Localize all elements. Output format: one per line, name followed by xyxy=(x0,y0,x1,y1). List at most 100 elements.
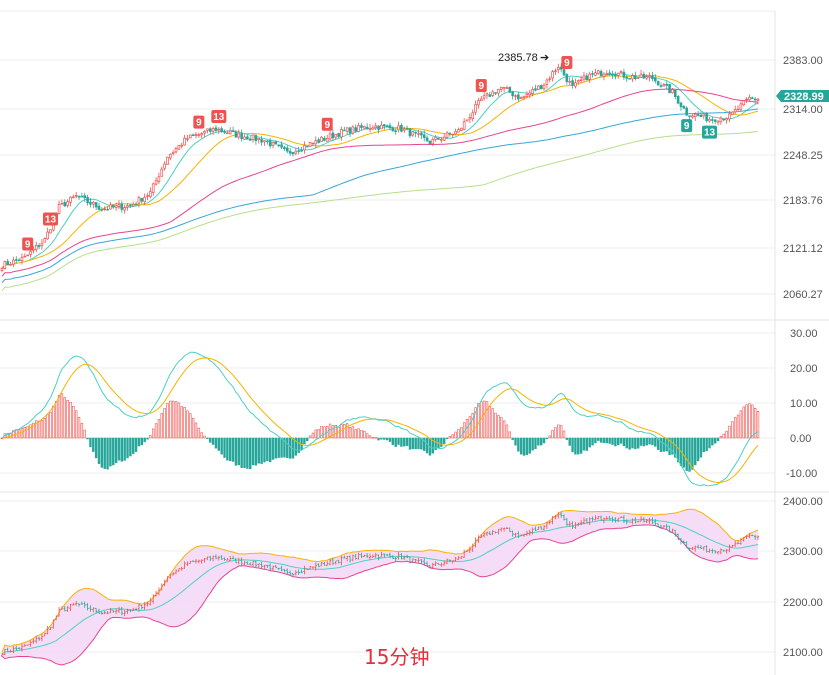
macd-bar xyxy=(343,423,346,439)
candle xyxy=(725,118,728,121)
candle xyxy=(223,130,226,133)
macd-bar xyxy=(109,437,112,467)
macd-bar xyxy=(271,437,275,460)
macd-bar xyxy=(685,437,688,471)
macd-bar xyxy=(608,437,611,444)
candle xyxy=(69,196,72,203)
macd-bar xyxy=(400,437,403,447)
macd-bar xyxy=(448,435,452,439)
candle xyxy=(594,72,597,76)
macd-bar xyxy=(394,437,397,447)
candle xyxy=(602,73,606,77)
candle xyxy=(668,84,671,94)
macd-bar xyxy=(89,437,92,448)
td-marker-label: 9 xyxy=(324,120,330,131)
candle xyxy=(72,196,75,199)
candle xyxy=(425,137,429,142)
macd-bar xyxy=(423,437,426,451)
macd-bar xyxy=(226,437,229,461)
candle xyxy=(642,74,646,79)
macd-bar xyxy=(605,437,609,444)
candle xyxy=(294,150,298,154)
macd-bar xyxy=(651,437,654,446)
candle xyxy=(385,125,389,127)
candle xyxy=(14,259,18,261)
macd-bar xyxy=(303,437,306,445)
macd-bar xyxy=(69,401,72,439)
candle xyxy=(451,133,455,136)
macd-bar xyxy=(751,404,754,439)
high-price-label: 2385.78 xyxy=(498,52,538,64)
macd-bar xyxy=(231,437,235,462)
candle xyxy=(109,204,112,210)
macd-bar xyxy=(539,437,543,446)
macd-bar xyxy=(482,400,486,439)
macd-bar xyxy=(636,437,640,449)
macd-bar xyxy=(35,420,38,439)
candle xyxy=(434,136,437,140)
candle xyxy=(625,76,629,79)
macd-bar xyxy=(511,437,514,440)
macd-bar xyxy=(645,437,648,446)
candle xyxy=(226,132,229,135)
macd-bar xyxy=(528,437,531,454)
macd-bar xyxy=(705,437,708,452)
macd-bar xyxy=(699,437,703,458)
candle xyxy=(739,103,743,110)
macd-bar xyxy=(189,413,192,439)
macd-bar xyxy=(617,437,620,446)
macd-bar xyxy=(214,437,218,449)
macd-bar xyxy=(146,437,149,440)
td-marker-box xyxy=(321,117,333,131)
macd-bar xyxy=(206,437,209,440)
macd-bar xyxy=(72,406,75,439)
macd-bar xyxy=(488,405,492,439)
candle xyxy=(17,259,21,262)
candle xyxy=(191,134,195,136)
candle xyxy=(437,137,440,140)
candle xyxy=(402,128,406,131)
candle xyxy=(699,114,703,118)
candle xyxy=(411,131,415,136)
candle xyxy=(177,144,181,150)
macd-bar xyxy=(194,422,198,439)
bollinger-panel[interactable]: 2400.00 2300.00 2200.00 2100.00 xyxy=(0,496,823,666)
candle xyxy=(354,127,358,132)
price-panel[interactable]: 9 13 9 13 9 9 9 9 13 2383.00 2314.00 2248.25 218… xyxy=(0,52,829,301)
candle xyxy=(114,205,118,208)
macd-panel[interactable]: 30.00 20.00 10.00 0.00 -10.00 xyxy=(0,328,818,487)
macd-bar xyxy=(40,420,44,439)
candle xyxy=(554,70,557,72)
macd-bar xyxy=(132,437,135,454)
macd-bar xyxy=(243,437,246,468)
candle xyxy=(753,98,757,101)
candle xyxy=(702,113,706,117)
macd-bar xyxy=(454,431,457,439)
macd-bar xyxy=(591,437,594,446)
macd-bar xyxy=(160,413,163,439)
macd-bar xyxy=(594,437,597,444)
macd-bar xyxy=(648,437,651,445)
last-price-tag: 2328.99 xyxy=(776,90,829,103)
macd-bar xyxy=(257,437,260,464)
price-tick-0: 2383.00 xyxy=(783,55,823,67)
macd-bar xyxy=(171,400,175,439)
macd-bar xyxy=(137,437,141,447)
candle xyxy=(588,73,591,80)
candle xyxy=(217,128,221,131)
candle xyxy=(711,119,714,121)
macd-bar xyxy=(234,437,238,466)
candle xyxy=(662,84,666,87)
macd-bar xyxy=(311,432,315,439)
macd-bar xyxy=(191,417,195,439)
macd-bar xyxy=(474,407,477,439)
macd-bar xyxy=(408,437,412,450)
candle xyxy=(465,119,469,122)
macd-bar xyxy=(345,423,349,439)
price-tick-4: 2121.12 xyxy=(783,243,823,255)
candle xyxy=(568,81,572,83)
candle xyxy=(163,163,166,169)
macd-bar xyxy=(331,425,335,439)
td-marker-label: 13 xyxy=(45,215,57,226)
